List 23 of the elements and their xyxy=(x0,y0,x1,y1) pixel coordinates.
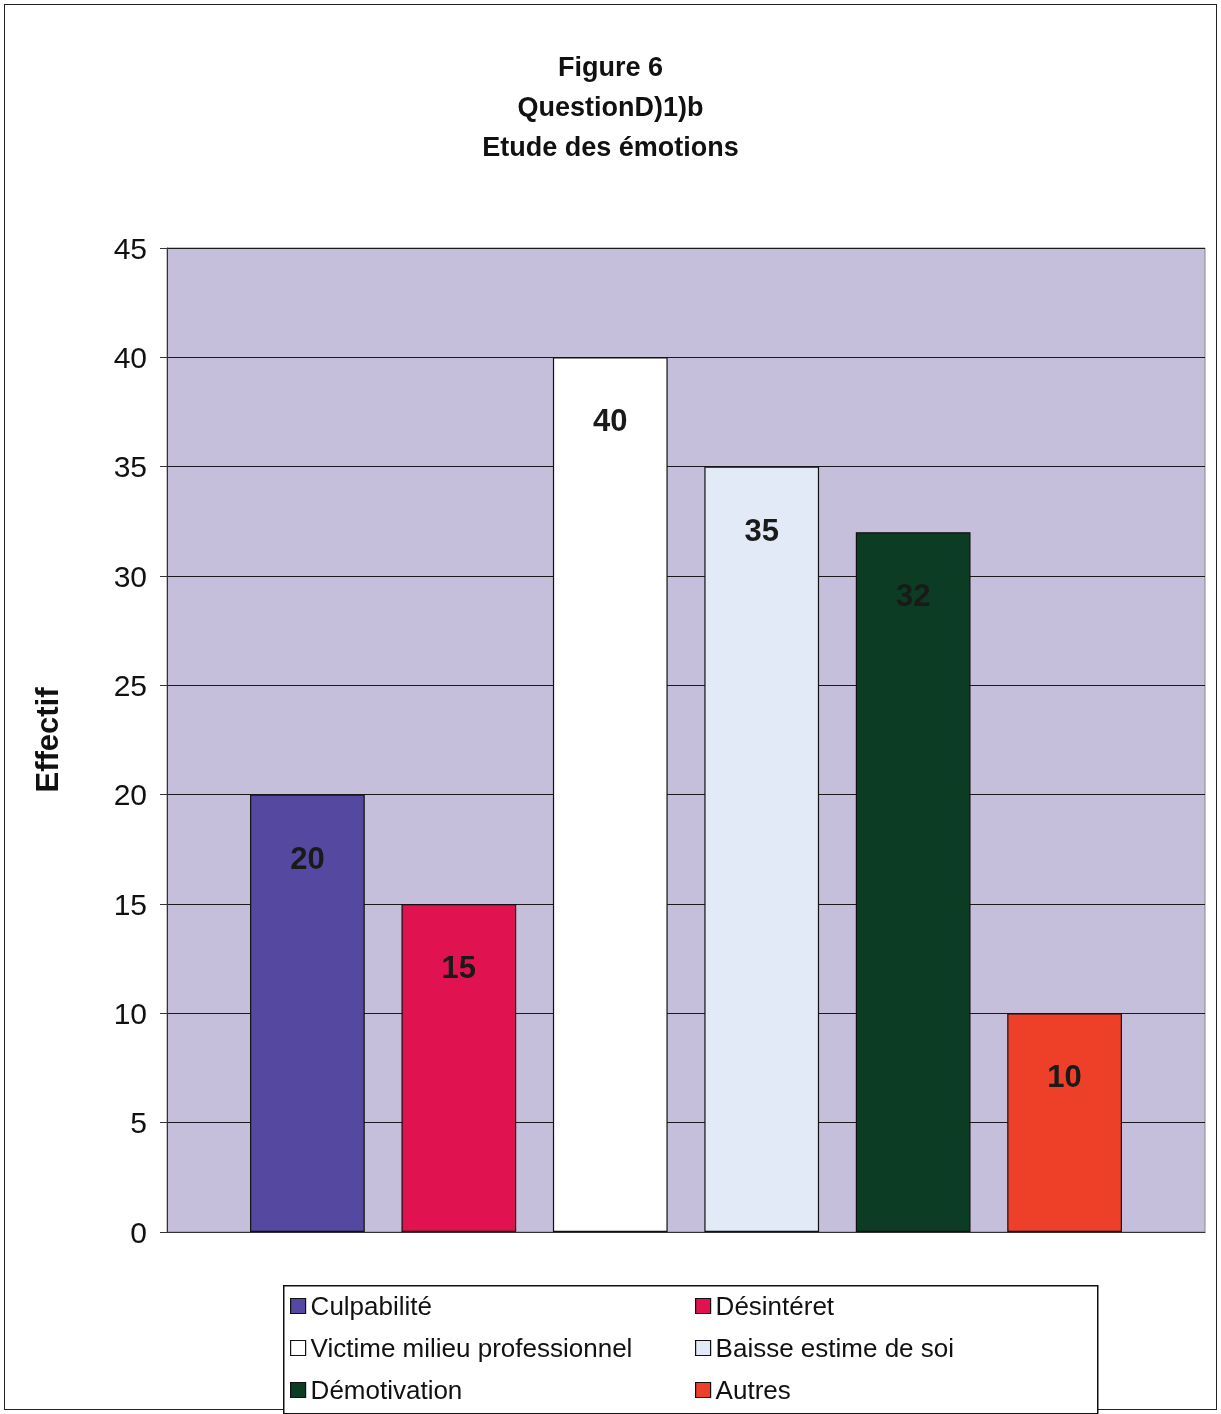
chart-title: Figure 6 QuestionD)1)b Etude des émotions xyxy=(482,52,739,162)
y-tick-label: 0 xyxy=(130,1215,147,1249)
legend-label: Baisse estime de soi xyxy=(715,1333,955,1363)
y-tick-label: 10 xyxy=(113,996,147,1030)
data-label: 20 xyxy=(290,840,325,876)
legend-label: Culpabilité xyxy=(310,1291,433,1321)
data-label: 40 xyxy=(593,403,628,439)
y-tick-label: 40 xyxy=(113,340,147,374)
y-tick-label: 25 xyxy=(113,668,147,702)
y-tick-label: 15 xyxy=(113,887,147,921)
y-axis-title: Effectif xyxy=(30,686,65,793)
y-tick-label: 5 xyxy=(130,1106,147,1140)
data-label: 15 xyxy=(441,950,477,985)
legend-label: Victime milieu professionnel xyxy=(310,1333,633,1363)
y-tick-label: 30 xyxy=(113,559,147,593)
y-tick-label: 35 xyxy=(113,450,147,484)
legend-label: Autres xyxy=(715,1375,791,1405)
data-label: 35 xyxy=(744,512,779,548)
y-tick-label: 20 xyxy=(113,778,147,812)
legend-label: Démotivation xyxy=(310,1375,463,1405)
legend-label: Désintéret xyxy=(715,1291,835,1321)
data-label: 10 xyxy=(1047,1059,1082,1095)
y-tick-label: 45 xyxy=(113,231,147,265)
